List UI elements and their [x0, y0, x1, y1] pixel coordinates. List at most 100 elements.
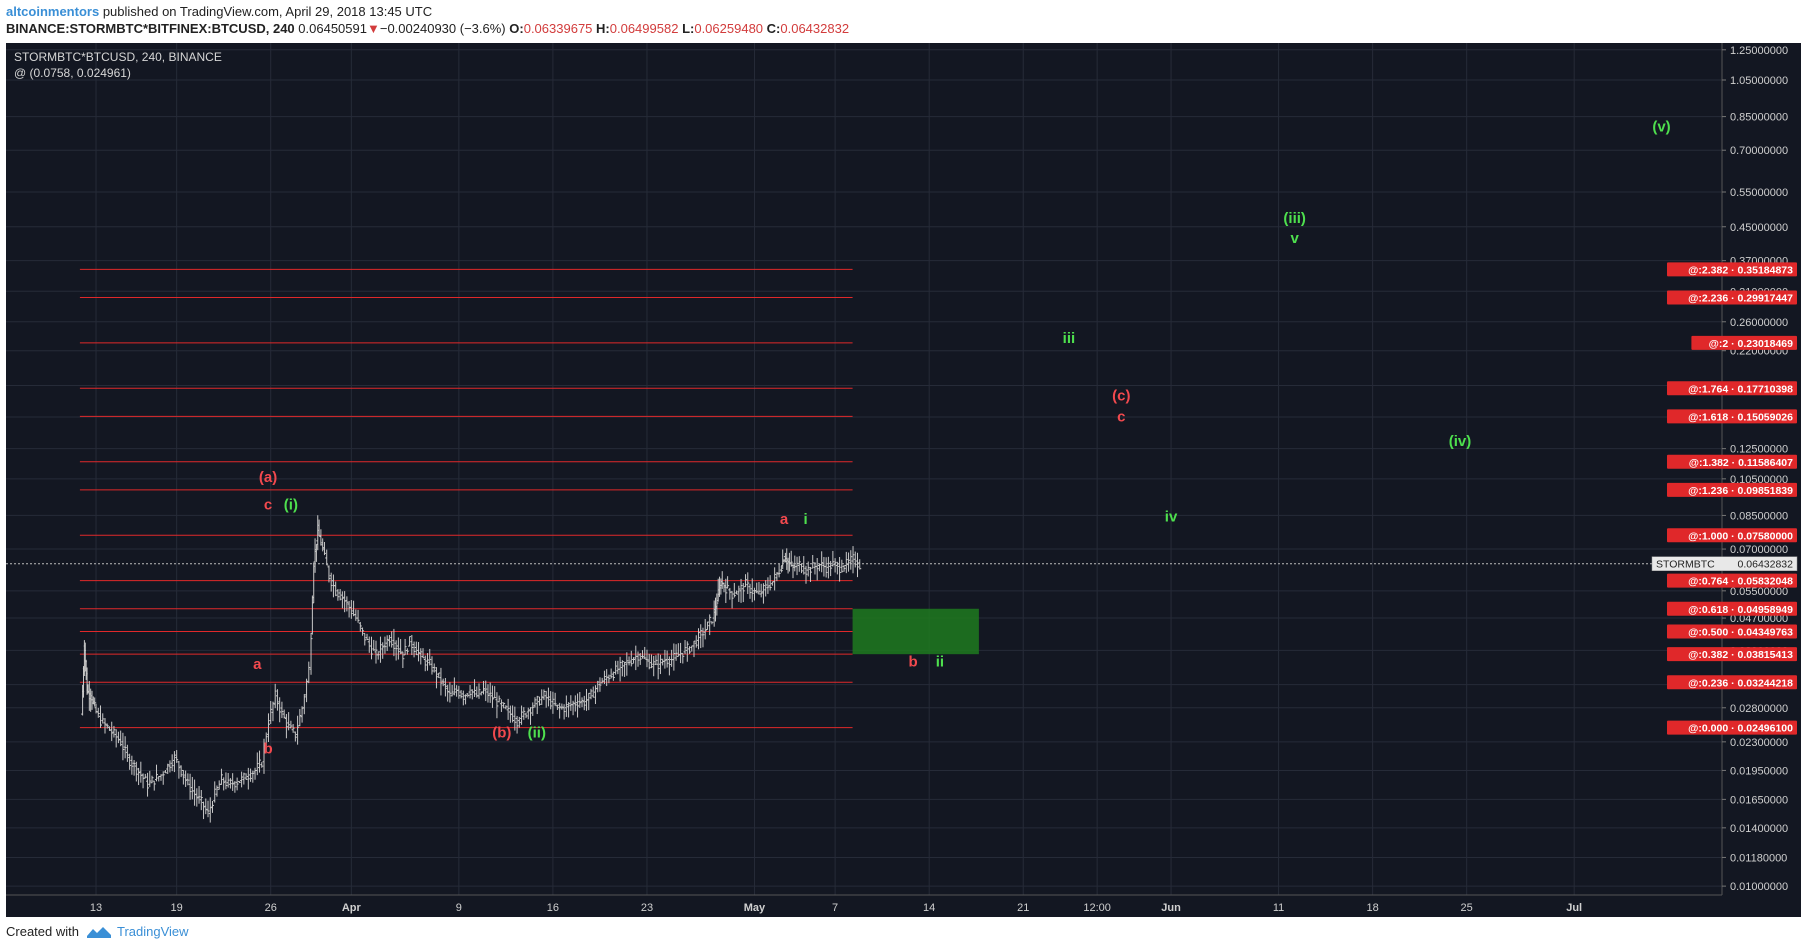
time-tick-label: 16: [547, 902, 559, 914]
fib-level-labels: @:2.382 · 0.35184873 @:2.236 · 0.29917447…: [1667, 262, 1797, 735]
last-price: 0.06450591: [298, 21, 367, 36]
wave-label: c: [1117, 409, 1125, 426]
open-label: O:: [509, 21, 524, 36]
open-value: 0.06339675: [523, 21, 593, 36]
target-zone: [852, 608, 979, 655]
wave-label: (a): [259, 469, 277, 486]
time-tick-label: 13: [90, 902, 102, 914]
fib-label-text: @:1.000 · 0.07580000: [1688, 530, 1793, 542]
fib-label-text: @:1.618 · 0.15059026: [1688, 411, 1793, 423]
fib-label-text: @:2 · 0.23018469: [1709, 338, 1794, 350]
fib-label-text: @:1.382 · 0.11586407: [1689, 457, 1793, 469]
time-tick-label: 12:00: [1083, 902, 1111, 914]
time-axis-labels: 13 19 26 Apr 9 16 23 May 7 14 21 12:00 Jun 11 18 25 Jul: [90, 902, 1582, 914]
tradingview-brand[interactable]: TradingView: [117, 924, 189, 939]
publish-info: altcoinmentors published on TradingView.…: [6, 4, 432, 19]
price-tick-label: 0.12500000: [1730, 444, 1788, 456]
wave-label: (iii): [1283, 210, 1306, 227]
wave-label: (ii): [528, 724, 546, 741]
down-arrow-icon: ▼: [366, 21, 380, 36]
price-tick-label: 0.01950000: [1730, 765, 1788, 777]
price-tick-label: 0.02300000: [1730, 737, 1788, 749]
fib-label-text: @:0.000 · 0.02496100: [1688, 723, 1793, 735]
legend-cursor: @ (0.0758, 0.024961): [14, 66, 131, 80]
wave-label: (i): [284, 496, 298, 513]
wave-label: iii: [1063, 330, 1076, 347]
fib-label-text: @:2.382 · 0.35184873: [1688, 264, 1793, 276]
time-tick-label: Jul: [1566, 902, 1582, 914]
time-tick-label: 14: [923, 902, 935, 914]
wave-label: iv: [1165, 509, 1178, 526]
fib-extension-lines: [79, 268, 853, 729]
fib-label-text: @:2.236 · 0.29917447: [1688, 292, 1793, 304]
price-tick-label: 0.01400000: [1730, 823, 1788, 835]
time-tick-label: 7: [832, 902, 838, 914]
fib-label-text: @:0.764 · 0.05832048: [1688, 576, 1793, 588]
price-tick-label: 0.05500000: [1730, 586, 1788, 598]
wave-label: (v): [1652, 118, 1670, 135]
fib-label-box: [1667, 381, 1797, 396]
close-value: 0.06432832: [780, 21, 850, 36]
wave-label: (b): [492, 724, 511, 741]
fib-label-box: [1667, 290, 1797, 305]
time-tick-label: 26: [265, 902, 277, 914]
created-with-text: Created with: [6, 924, 79, 939]
wave-label: b: [908, 654, 917, 671]
close-label: C:: [766, 21, 781, 36]
plot-area[interactable]: [6, 43, 1722, 895]
fib-label-text: @:0.500 · 0.04349763: [1688, 626, 1793, 638]
fib-label-text: @:0.382 · 0.03815413: [1688, 649, 1793, 661]
price-tick-label: 1.05000000: [1730, 75, 1788, 87]
axis-corner: [1722, 895, 1801, 917]
symbol-name: BINANCE:STORMBTC*BITFINEX:BTCUSD, 240: [6, 21, 295, 36]
high-label: H:: [596, 21, 610, 36]
time-tick-label: 18: [1366, 902, 1378, 914]
wave-label: v: [1291, 230, 1300, 247]
price-tick-label: 0.55000000: [1730, 187, 1788, 199]
time-tick-label: 9: [456, 902, 462, 914]
fib-label-box: [1667, 675, 1797, 690]
price-axis[interactable]: [1722, 43, 1801, 895]
time-axis[interactable]: [6, 895, 1722, 917]
fib-label-box: [1667, 482, 1797, 497]
fib-label-box: [1667, 454, 1797, 469]
wave-label: a: [780, 511, 789, 528]
fib-label-text: @:1.236 · 0.09851839: [1688, 485, 1793, 497]
last-price-value: 0.06432832: [1738, 559, 1794, 571]
wave-label: ii: [936, 654, 944, 671]
fib-label-box: [1667, 647, 1797, 662]
time-tick-label: 23: [641, 902, 653, 914]
time-tick-label: Jun: [1161, 902, 1181, 914]
price-tick-label: 0.85000000: [1730, 112, 1788, 124]
fib-label-box: [1667, 528, 1797, 543]
price-chart[interactable]: (a)c (i)ab(b) (ii)a ib iiiii(c)civ(iii)v(iv)…: [0, 42, 1801, 918]
low-label: L:: [682, 21, 695, 36]
fib-label-box: [1667, 409, 1797, 424]
wave-label: b: [263, 741, 272, 758]
tradingview-logo-icon[interactable]: [86, 924, 112, 940]
fib-label-text: @:0.236 · 0.03244218: [1688, 677, 1793, 689]
price-tick-label: 0.01000000: [1730, 881, 1788, 893]
last-price-box: [1651, 556, 1798, 571]
fib-label-box: [1667, 601, 1797, 616]
last-price-symbol: STORMBTC: [1656, 559, 1715, 571]
time-tick-label: 21: [1017, 902, 1029, 914]
fib-label-text: @:1.764 · 0.17710398: [1688, 383, 1793, 395]
publisher-link[interactable]: altcoinmentors: [6, 4, 100, 19]
footer: [0, 918, 1801, 949]
price-tick-label: 0.01650000: [1730, 794, 1788, 806]
price-tick-label: 1.25000000: [1730, 45, 1788, 57]
fib-label-text: @:0.618 · 0.04958949: [1688, 604, 1793, 616]
publish-header: altcoinmentors published on TradingView.…: [0, 0, 1801, 42]
time-tick-label: 19: [171, 902, 183, 914]
fib-label-box: [1691, 335, 1797, 350]
target-zone-box: [852, 608, 979, 655]
fib-label-box: [1667, 573, 1797, 588]
price-tick-label: 0.07000000: [1730, 544, 1788, 556]
time-tick-label: May: [744, 902, 766, 914]
quote-line: BINANCE:STORMBTC*BITFINEX:BTCUSD, 240 0.…: [6, 21, 849, 36]
price-tick-label: 0.26000000: [1730, 317, 1788, 329]
price-tick-label: 0.02800000: [1730, 703, 1788, 715]
wave-labels: (a)c (i)ab(b) (ii)a ib iiiii(c)civ(iii)v(iv)…: [253, 118, 1671, 757]
price-bars: [81, 515, 862, 823]
